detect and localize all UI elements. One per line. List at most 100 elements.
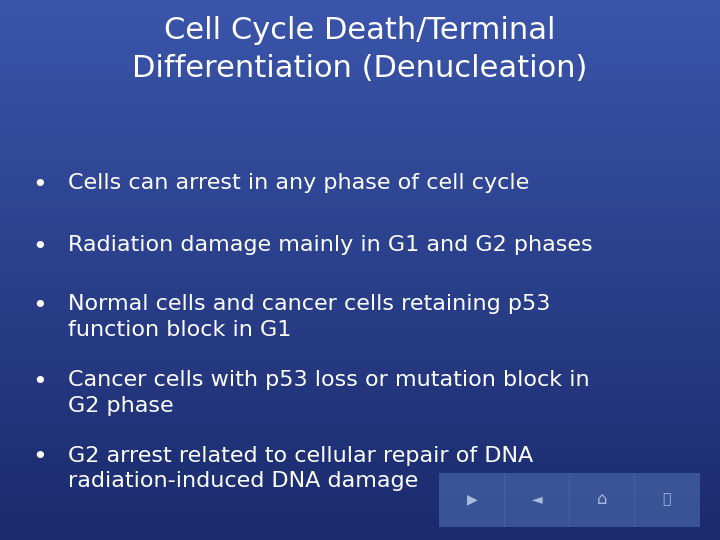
- Bar: [0, 162, 720, 167]
- Bar: [0, 200, 720, 205]
- Bar: [0, 16, 720, 22]
- Bar: [0, 184, 720, 189]
- Bar: [0, 216, 720, 221]
- Text: •: •: [32, 294, 47, 318]
- Bar: [0, 113, 720, 119]
- Bar: [0, 416, 720, 421]
- Text: •: •: [32, 173, 47, 197]
- Bar: [0, 38, 720, 43]
- Bar: [0, 437, 720, 443]
- Bar: [0, 313, 720, 319]
- Bar: [0, 54, 720, 59]
- Bar: [0, 22, 720, 27]
- Bar: [0, 92, 720, 97]
- Bar: [0, 443, 720, 448]
- Text: Cell Cycle Death/Terminal
Differentiation (Denucleation): Cell Cycle Death/Terminal Differentiatio…: [132, 16, 588, 83]
- Bar: [0, 130, 720, 135]
- Bar: [0, 329, 720, 335]
- Bar: [0, 265, 720, 270]
- Bar: [0, 70, 720, 76]
- Bar: [0, 59, 720, 65]
- Bar: [0, 367, 720, 373]
- Bar: [0, 421, 720, 427]
- Bar: [0, 189, 720, 194]
- Bar: [0, 400, 720, 405]
- Bar: [0, 157, 720, 162]
- Bar: [0, 248, 720, 254]
- Bar: [0, 340, 720, 346]
- Bar: [0, 292, 720, 297]
- Bar: [0, 232, 720, 238]
- Bar: [0, 378, 720, 383]
- Bar: [0, 481, 720, 486]
- Bar: [0, 389, 720, 394]
- Bar: [0, 427, 720, 432]
- Bar: [0, 324, 720, 329]
- Bar: [0, 475, 720, 481]
- Text: Cancer cells with p53 loss or mutation block in
G2 phase: Cancer cells with p53 loss or mutation b…: [68, 370, 590, 415]
- Bar: [0, 297, 720, 302]
- Bar: [0, 502, 720, 508]
- FancyBboxPatch shape: [634, 472, 700, 526]
- Bar: [0, 173, 720, 178]
- Bar: [0, 470, 720, 475]
- Text: ◄: ◄: [532, 492, 542, 507]
- Bar: [0, 151, 720, 157]
- Bar: [0, 497, 720, 502]
- Bar: [0, 76, 720, 81]
- Bar: [0, 491, 720, 497]
- Bar: [0, 108, 720, 113]
- FancyBboxPatch shape: [504, 472, 570, 526]
- Bar: [0, 508, 720, 513]
- Bar: [0, 49, 720, 54]
- Bar: [0, 65, 720, 70]
- Bar: [0, 524, 720, 529]
- Bar: [0, 432, 720, 437]
- Bar: [0, 351, 720, 356]
- Bar: [0, 373, 720, 378]
- Bar: [0, 335, 720, 340]
- Bar: [0, 518, 720, 524]
- Bar: [0, 97, 720, 103]
- Bar: [0, 286, 720, 292]
- Text: Normal cells and cancer cells retaining p53
function block in G1: Normal cells and cancer cells retaining …: [68, 294, 551, 340]
- Bar: [0, 243, 720, 248]
- Bar: [0, 178, 720, 184]
- Text: •: •: [32, 235, 47, 259]
- Bar: [0, 124, 720, 130]
- Text: •: •: [32, 446, 47, 469]
- Bar: [0, 383, 720, 389]
- Bar: [0, 302, 720, 308]
- Bar: [0, 167, 720, 173]
- Bar: [0, 211, 720, 216]
- Bar: [0, 459, 720, 464]
- Bar: [0, 27, 720, 32]
- FancyBboxPatch shape: [439, 472, 505, 526]
- Text: ▶: ▶: [467, 492, 477, 507]
- Bar: [0, 513, 720, 518]
- Bar: [0, 464, 720, 470]
- Bar: [0, 319, 720, 324]
- Bar: [0, 410, 720, 416]
- Bar: [0, 275, 720, 281]
- Text: ⓘ: ⓘ: [662, 492, 671, 507]
- Bar: [0, 81, 720, 86]
- Bar: [0, 135, 720, 140]
- Bar: [0, 394, 720, 400]
- Text: G2 arrest related to cellular repair of DNA
radiation-induced DNA damage: G2 arrest related to cellular repair of …: [68, 446, 534, 491]
- Bar: [0, 227, 720, 232]
- Text: ⌂: ⌂: [597, 490, 607, 509]
- Bar: [0, 238, 720, 243]
- Bar: [0, 454, 720, 459]
- Bar: [0, 103, 720, 108]
- Bar: [0, 32, 720, 38]
- Bar: [0, 535, 720, 540]
- Bar: [0, 254, 720, 259]
- Text: Cells can arrest in any phase of cell cycle: Cells can arrest in any phase of cell cy…: [68, 173, 530, 193]
- Bar: [0, 205, 720, 211]
- Bar: [0, 308, 720, 313]
- Bar: [0, 146, 720, 151]
- Bar: [0, 259, 720, 265]
- Bar: [0, 5, 720, 11]
- Bar: [0, 346, 720, 351]
